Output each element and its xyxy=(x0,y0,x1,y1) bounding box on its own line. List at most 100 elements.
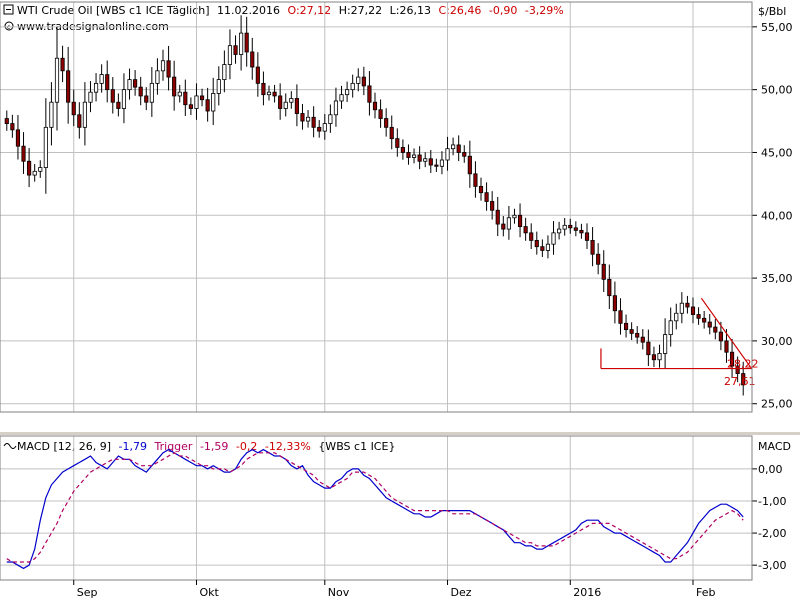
macd-tick-label: -1,00 xyxy=(758,495,786,508)
candle-body xyxy=(328,114,333,124)
macd-lines xyxy=(6,448,744,570)
candle-body xyxy=(160,60,166,72)
candle-body xyxy=(434,164,439,167)
candle-body xyxy=(490,201,495,211)
candle-body xyxy=(138,86,143,97)
candle-body xyxy=(635,332,640,338)
candle-body xyxy=(423,158,428,162)
candle-body xyxy=(517,214,523,227)
candle-body xyxy=(473,173,478,187)
candle-body xyxy=(60,57,65,72)
price-candles xyxy=(4,15,746,396)
candle-body xyxy=(702,317,707,323)
candle-body xyxy=(724,340,729,353)
trigger-label: Trigger xyxy=(154,440,193,453)
candle-body xyxy=(456,144,461,153)
candle-body xyxy=(82,101,87,128)
candle-body xyxy=(573,227,578,231)
candle-body xyxy=(400,147,405,153)
candle-body xyxy=(607,278,612,297)
price-tick-label: 40,00 xyxy=(761,209,793,222)
candle-body xyxy=(222,64,227,81)
candle-body xyxy=(462,152,467,157)
candle-body xyxy=(679,302,684,314)
candle-body xyxy=(428,158,433,166)
price-tick-label: 25,00 xyxy=(761,398,793,411)
candle-body xyxy=(38,167,43,172)
candle-body xyxy=(663,334,668,354)
candle-body xyxy=(361,76,366,87)
candle-body xyxy=(690,306,696,315)
candle-body xyxy=(523,226,528,234)
candle-body xyxy=(294,98,299,114)
candle-body xyxy=(77,114,82,128)
candle-body xyxy=(411,154,417,158)
candle-body xyxy=(255,66,260,84)
candle-body xyxy=(43,126,48,168)
candle-body xyxy=(283,101,288,109)
macd-tick-label: -2,00 xyxy=(758,527,786,540)
candle-body xyxy=(311,116,316,128)
candle-body xyxy=(668,320,673,336)
candle-body xyxy=(367,85,372,103)
candle-body xyxy=(623,322,629,331)
candle-body xyxy=(640,336,645,343)
candle-body xyxy=(155,70,160,84)
header-open: O:27,12 xyxy=(288,4,332,17)
trigger-value: -1,59 xyxy=(200,440,228,453)
candle-body xyxy=(534,240,539,248)
candle-body xyxy=(144,95,149,103)
candle-body xyxy=(384,118,389,128)
candle-body xyxy=(345,89,350,96)
candle-body xyxy=(149,82,154,103)
candle-body xyxy=(110,89,115,103)
candle-body xyxy=(378,109,383,119)
header-high: H:27,22 xyxy=(339,4,382,17)
time-tick-label: Sep xyxy=(77,586,98,599)
level-lower-label: 27,61 xyxy=(724,375,756,388)
time-axis: Sep Okt Nov Dez 2016 Feb xyxy=(73,580,715,599)
candle-body xyxy=(484,192,489,202)
candle-body xyxy=(166,60,171,78)
candle-body xyxy=(93,82,99,93)
candle-body xyxy=(27,160,32,176)
trendline xyxy=(700,297,753,369)
time-tick-label: Feb xyxy=(696,586,715,599)
candle-body xyxy=(4,118,9,124)
candle-body xyxy=(216,79,221,94)
instrument-name: WTI Crude Oil [WBS c1 ICE Täglich] xyxy=(17,4,210,17)
candle-body xyxy=(568,224,573,229)
candle-body xyxy=(261,82,266,96)
candle-body xyxy=(116,101,121,109)
candle-body xyxy=(54,57,60,103)
candle-body xyxy=(590,240,595,255)
header-change-pct: -3,29% xyxy=(525,4,564,17)
candle-body xyxy=(339,94,344,102)
candle-body xyxy=(501,223,506,230)
header-change: -0,90 xyxy=(489,4,517,17)
candle-body xyxy=(350,82,355,91)
candle-body xyxy=(696,314,701,319)
candle-body xyxy=(451,144,456,150)
candle-body xyxy=(211,93,216,112)
candle-body xyxy=(183,91,188,106)
candle-body xyxy=(674,312,679,322)
candle-body xyxy=(289,98,294,103)
candle-body xyxy=(713,326,718,333)
candle-body xyxy=(506,217,511,230)
candle-body xyxy=(729,351,735,367)
time-tick-label: Okt xyxy=(199,586,219,599)
candle-body xyxy=(322,123,327,132)
candle-body xyxy=(529,232,534,241)
candle-body xyxy=(718,331,723,342)
candle-body xyxy=(66,70,71,103)
candle-body xyxy=(99,74,104,84)
panel-splitter[interactable] xyxy=(0,432,800,435)
candle-body xyxy=(707,321,712,328)
candle-body xyxy=(406,152,411,158)
candle-body xyxy=(395,138,400,148)
candle-body xyxy=(266,91,272,96)
candle-body xyxy=(629,329,634,334)
svg-text:WTI Crude Oil [WBS c1 ICE Täg: WTI Crude Oil [WBS c1 ICE Täglich] 11.02… xyxy=(17,4,564,17)
